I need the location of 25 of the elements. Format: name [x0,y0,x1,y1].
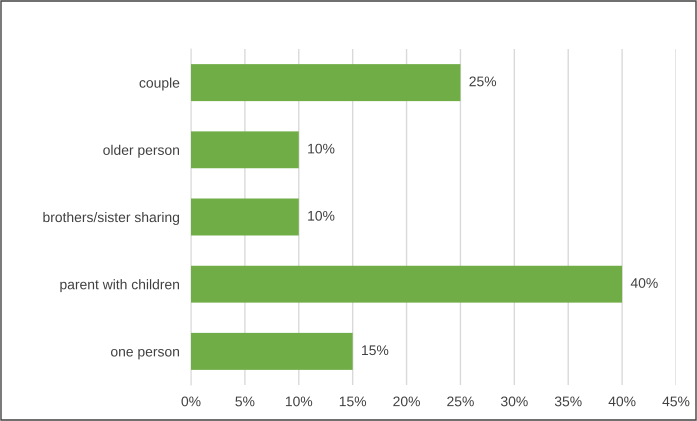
x-tick-label: 40% [608,396,636,406]
x-tick-label: 35% [554,396,582,406]
y-tick-label: older person [103,144,179,158]
data-label: 40% [630,278,658,288]
y-tick-label: brothers/sister sharing [43,212,180,225]
y-tick-label: one person [110,348,179,360]
x-tick-label: 25% [447,396,474,406]
bar [191,332,353,370]
bar [191,131,299,168]
x-tick-label: 45% [662,396,690,406]
bar [191,266,622,303]
data-label: 10% [308,210,334,221]
x-tick-label: 0% [182,396,201,406]
x-tick-label: 10% [286,396,312,406]
y-tick-label: parent with children [60,279,179,292]
data-label: 10% [308,144,334,154]
y-tick-label: couple [140,78,180,91]
x-tick-label: 20% [393,396,420,406]
x-tick-label: 30% [500,396,528,406]
data-label: 25% [469,76,496,86]
x-tick-label: 15% [340,396,366,406]
bar [191,198,299,236]
data-label: 15% [362,345,388,356]
bar [191,64,460,102]
x-tick-label: 5% [235,396,254,406]
